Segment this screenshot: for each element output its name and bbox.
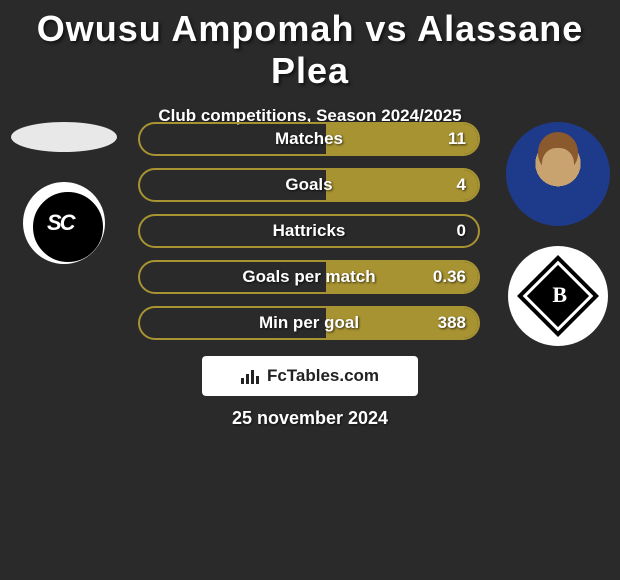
stat-row: Hattricks0 bbox=[138, 214, 480, 248]
stat-label: Matches bbox=[140, 124, 478, 154]
stat-label: Goals per match bbox=[140, 262, 478, 292]
stat-row: Min per goal388 bbox=[138, 306, 480, 340]
brand-badge: FcTables.com bbox=[202, 356, 418, 396]
page-title: Owusu Ampomah vs Alassane Plea bbox=[0, 0, 620, 92]
bar-chart-icon bbox=[241, 368, 261, 384]
stat-label: Goals bbox=[140, 170, 478, 200]
stat-label: Hattricks bbox=[140, 216, 478, 246]
stat-row: Goals per match0.36 bbox=[138, 260, 480, 294]
stat-row: Goals4 bbox=[138, 168, 480, 202]
player-left-avatar bbox=[11, 122, 117, 152]
comparison-card: Owusu Ampomah vs Alassane Plea Club comp… bbox=[0, 0, 620, 580]
stat-value-right: 0 bbox=[457, 216, 466, 246]
brand-text: FcTables.com bbox=[267, 366, 379, 386]
player-left-club-logo bbox=[23, 182, 105, 264]
stats-list: Matches11 Goals4 Hattricks0 Goals per match… bbox=[138, 122, 480, 352]
stat-value-right: 388 bbox=[438, 308, 466, 338]
stat-label: Min per goal bbox=[140, 308, 478, 338]
stat-row: Matches11 bbox=[138, 122, 480, 156]
stat-value-right: 4 bbox=[457, 170, 466, 200]
stat-value-right: 0.36 bbox=[433, 262, 466, 292]
player-right-avatar bbox=[506, 122, 610, 226]
footer-date: 25 november 2024 bbox=[0, 408, 620, 429]
left-player-badges bbox=[8, 122, 120, 264]
stat-value-right: 11 bbox=[448, 124, 466, 154]
player-right-club-logo bbox=[508, 246, 608, 346]
right-player-badges bbox=[502, 122, 614, 346]
